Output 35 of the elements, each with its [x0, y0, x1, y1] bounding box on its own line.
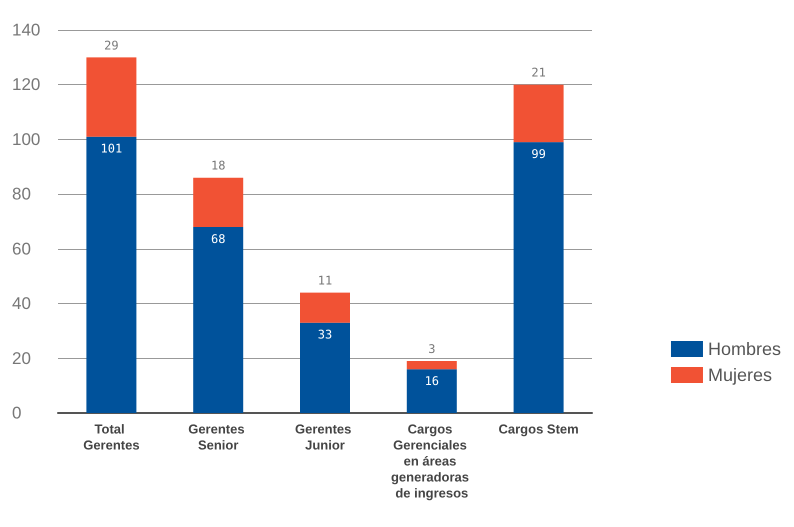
bar — [514, 142, 564, 413]
legend-label: Hombres — [708, 339, 782, 359]
data-label: 11 — [318, 274, 332, 288]
bar — [406, 369, 457, 413]
data-label: 18 — [210, 158, 226, 173]
y-tick-label: 140 — [12, 20, 40, 40]
data-label: 99 — [531, 147, 546, 162]
bar — [300, 292, 350, 323]
bar — [193, 226, 244, 413]
y-tick-label: 40 — [12, 294, 31, 314]
bar — [514, 84, 564, 142]
bar — [86, 57, 136, 137]
data-label: 33 — [318, 328, 332, 342]
data-label: 3 — [428, 342, 436, 356]
y-tick-label: 60 — [12, 239, 31, 258]
bar — [300, 322, 350, 413]
x-tick-label: Cargos Stem — [498, 422, 579, 436]
bar — [86, 136, 136, 413]
data-label: 68 — [210, 232, 226, 246]
y-tick-label: 20 — [12, 348, 31, 368]
y-tick-label: 100 — [12, 130, 40, 149]
x-tick-label: Gerentes Senior — [188, 422, 248, 452]
legend-label: Mujeres — [708, 365, 772, 385]
x-tick-label: Total Gerentes — [83, 422, 140, 452]
y-tick-label: 120 — [12, 75, 40, 94]
data-label: 29 — [104, 38, 119, 52]
data-label: 16 — [424, 374, 440, 388]
x-tick-label: Cargos Gerenciales en áreas generadoras de ingresos — [390, 422, 473, 500]
bar — [406, 361, 457, 370]
x-tick-label: Gerentes Junior — [295, 422, 355, 452]
y-tick-label: 80 — [12, 184, 31, 204]
y-tick-label: 0 — [12, 404, 22, 422]
bar — [193, 178, 244, 227]
data-label: 101 — [100, 142, 122, 156]
data-label: 21 — [531, 66, 546, 80]
